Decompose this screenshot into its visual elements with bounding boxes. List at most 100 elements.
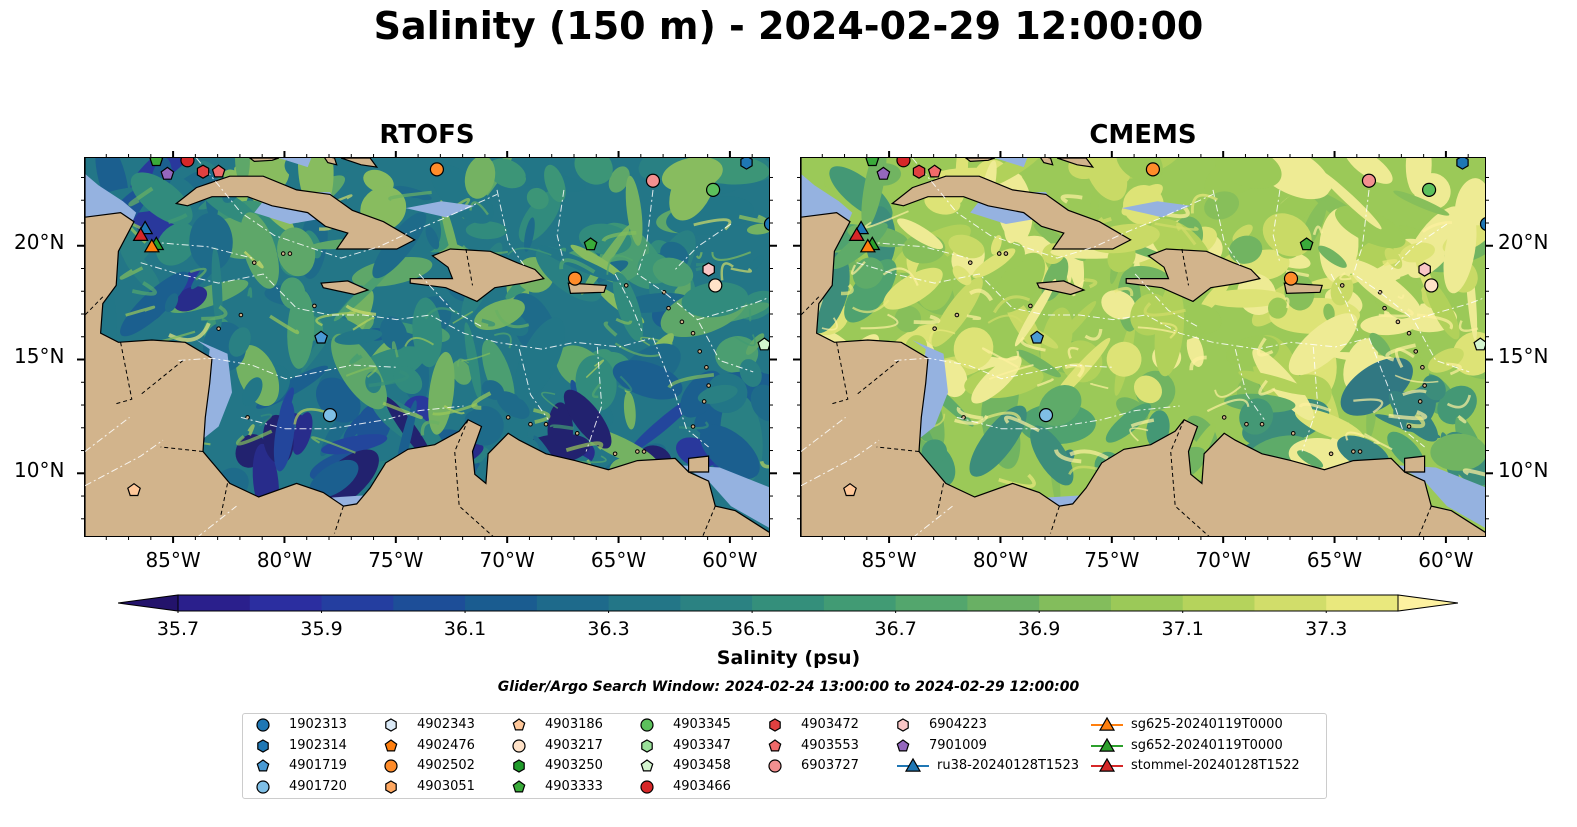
colorbar-segment-3 (321, 595, 394, 611)
legend-marker (1091, 737, 1123, 752)
obs-marker-13 (1424, 278, 1439, 293)
legend-marker (640, 718, 654, 732)
obs-marker-19 (132, 227, 149, 242)
colorbar-tick-label: 37.1 (1161, 618, 1204, 640)
lon-label-85w-rtofs: 85°W (145, 548, 201, 572)
lon-label-65w-cmems: 65°W (1306, 548, 1363, 572)
legend: 1902313 1902314 4901719 4901720 4902343 49024… (242, 713, 1327, 799)
colorbar-segment-5 (465, 595, 538, 611)
colorbar-segment-16 (1254, 595, 1327, 611)
legend-label: 4902343 (417, 717, 475, 732)
obs-marker-8 (740, 158, 753, 170)
colorbar-tick-label: 37.3 (1305, 618, 1348, 640)
obs-marker-1 (180, 158, 195, 168)
colorbar-segment-4 (393, 595, 466, 611)
lon-label-75w-cmems: 75°W (1084, 548, 1140, 572)
legend-label: 4903466 (673, 778, 731, 794)
obs-marker-17 (127, 482, 141, 497)
lon-label-80w-cmems: 80°W (972, 548, 1029, 572)
obs-marker-11 (1283, 271, 1299, 286)
search-window-text: Glider/Argo Search Window: 2024-02-24 13… (497, 679, 1080, 695)
colorbar-tick-label: 36.1 (443, 618, 487, 640)
obs-marker-3 (912, 164, 926, 179)
colorbar-tick-label: 36.9 (1018, 618, 1061, 640)
obs-marker-19 (848, 227, 865, 242)
legend-marker (897, 757, 929, 772)
obs-marker-8 (1456, 158, 1469, 170)
legend-marker (385, 779, 397, 794)
legend-label: 4901719 (289, 758, 347, 773)
legend-marker (1091, 716, 1123, 731)
obs-marker-0 (865, 158, 880, 167)
obs-marker-6 (645, 173, 661, 188)
obs-marker-11 (567, 271, 583, 286)
colorbar-segment-9 (752, 595, 825, 611)
obs-marker-12 (1418, 262, 1431, 277)
obs-marker-13 (708, 278, 723, 293)
obs-marker-12 (702, 262, 715, 277)
map-svg-rtofs (85, 158, 769, 536)
legend-marker (768, 759, 782, 773)
legend-marker (769, 718, 781, 732)
obs-marker-2 (876, 166, 891, 180)
obs-marker-17 (843, 482, 857, 497)
lat-label-10n-right: 10°N (1498, 458, 1549, 482)
legend-label: 4903553 (801, 737, 859, 753)
legend-label: 1902314 (289, 737, 347, 753)
obs-marker-15 (1473, 337, 1485, 351)
colorbar-segment-7 (608, 595, 681, 611)
legend-label: 7901009 (929, 737, 987, 753)
colorbar-tick-label: 35.7 (156, 618, 200, 640)
obs-marker-7 (1421, 182, 1437, 197)
legend-label: 4902476 (417, 737, 475, 753)
colorbar-segment-15 (1182, 595, 1255, 611)
legend-label: 4903333 (545, 778, 603, 794)
legend-label: 1902313 (289, 717, 347, 732)
lon-label-75w-rtofs: 75°W (368, 548, 424, 572)
colorbar-segment-17 (1326, 595, 1399, 611)
lat-label-15n-right: 15°N (1498, 344, 1549, 368)
obs-marker-7 (705, 182, 721, 197)
colorbar-tick-label: 36.3 (587, 618, 630, 640)
map-panel-rtofs (84, 157, 770, 537)
colorbar-segment-6 (536, 595, 610, 611)
legend-label: 4903472 (801, 717, 859, 732)
lon-label-70w-cmems: 70°W (1195, 548, 1251, 572)
legend-marker (640, 759, 654, 772)
lat-label-15n-left: 15°N (14, 344, 65, 368)
legend-label: sg625-20240119T0000 (1131, 717, 1283, 732)
obs-marker-10 (1299, 237, 1314, 251)
legend-marker (640, 779, 654, 794)
obs-marker-4 (927, 164, 942, 178)
legend-marker (512, 779, 526, 792)
obs-marker-21 (859, 238, 876, 253)
lat-label-20n-right: 20°N (1498, 230, 1549, 254)
map-svg-cmems (801, 158, 1485, 536)
lon-label-70w-rtofs: 70°W (479, 548, 535, 572)
panel-title-rtofs: RTOFS (379, 120, 475, 150)
legend-label: 6904223 (929, 717, 987, 732)
colorbar-segment-13 (1039, 595, 1112, 611)
legend-label: 4903347 (673, 737, 731, 753)
colorbar-segment-12 (967, 595, 1040, 611)
colorbar-extend-high (1397, 594, 1458, 612)
legend-marker (384, 738, 398, 751)
legend-label: 4903186 (545, 717, 603, 732)
legend-label: sg652-20240119T0000 (1131, 737, 1283, 753)
figure-title: Salinity (150 m) - 2024-02-29 12:00:00 (373, 4, 1204, 48)
obs-marker-14 (1030, 330, 1045, 344)
legend-marker (257, 738, 269, 753)
obs-marker-21 (143, 238, 160, 253)
obs-marker-10 (583, 237, 598, 251)
legend-marker (768, 738, 782, 751)
obs-marker-5 (1145, 162, 1161, 177)
colorbar-segment-11 (895, 595, 968, 611)
legend-label: 4903458 (673, 758, 731, 773)
colorbar-segment-10 (823, 595, 897, 611)
legend-marker (384, 759, 398, 773)
legend-label: stommel-20240128T1522 (1131, 758, 1300, 773)
legend-marker (256, 779, 270, 794)
obs-marker-6 (1361, 173, 1377, 188)
lon-label-65w-rtofs: 65°W (590, 548, 647, 572)
legend-marker (897, 718, 909, 732)
